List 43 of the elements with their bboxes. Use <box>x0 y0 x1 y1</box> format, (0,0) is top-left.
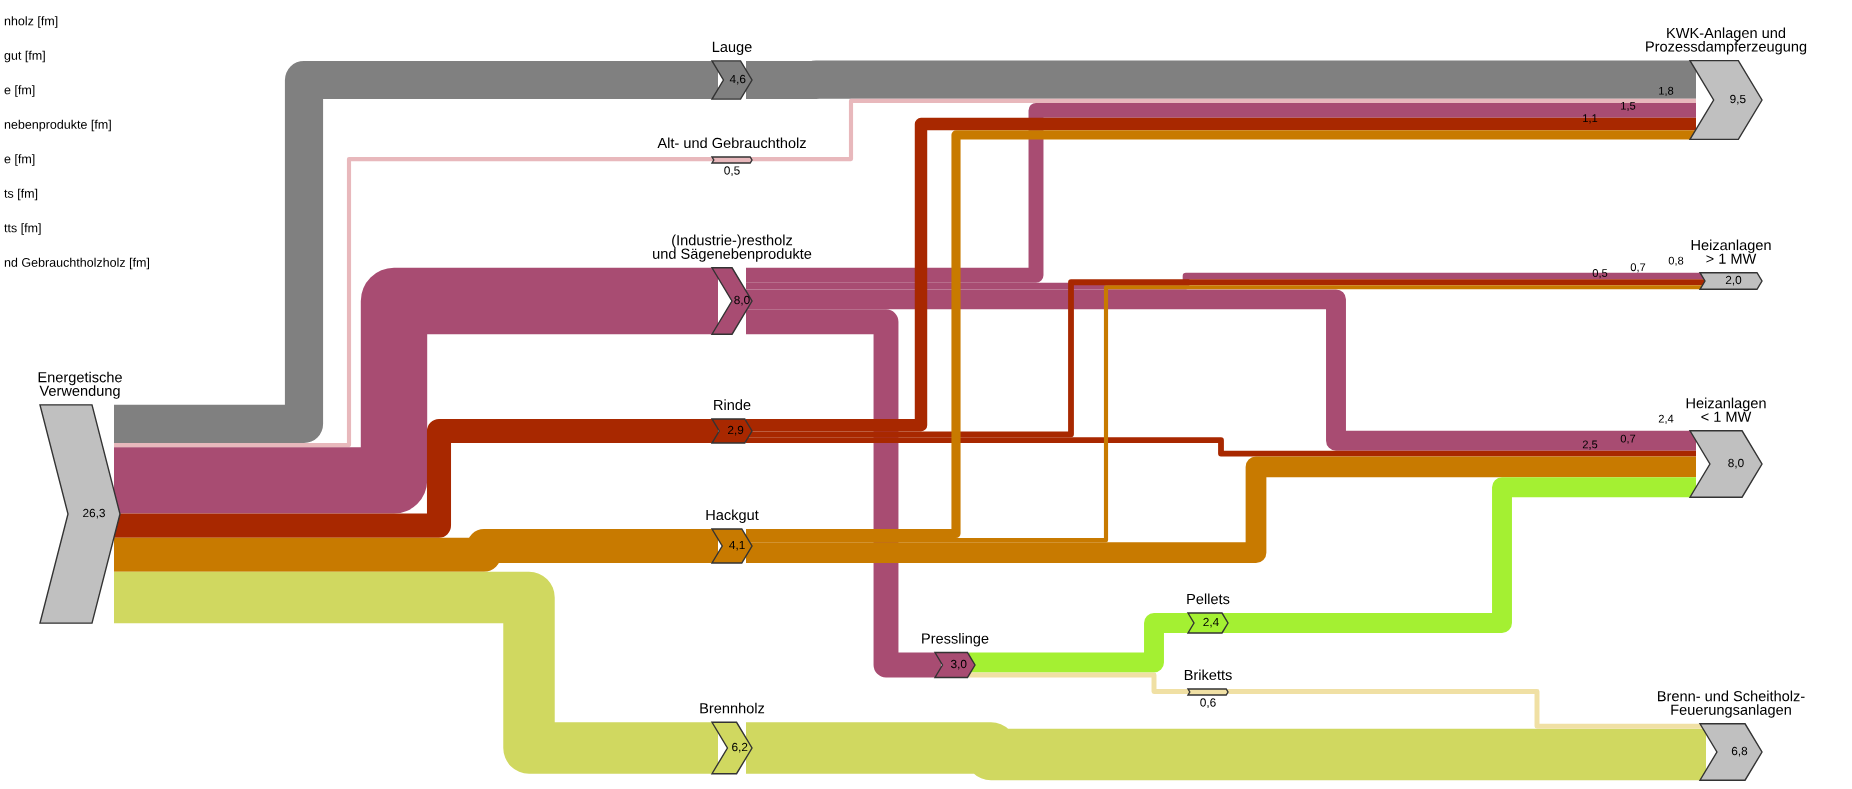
category-label: KWK-Anlagen und Prozessdampferzeugung <box>1646 27 1807 55</box>
data-label: 1,5 <box>1621 101 1636 111</box>
data-label: 2,4 <box>1203 617 1219 628</box>
category-label: Brenn- und Scheitholz- Feuerungsanlagen <box>1658 690 1805 718</box>
data-label: 4,6 <box>729 74 746 85</box>
text: nholz [fm] <box>4 16 58 28</box>
category-label: Alt- und Gebrauchtholz <box>657 137 806 149</box>
category-label: (Industrie-)restholz und Sägenebenprodukte <box>653 234 812 262</box>
data-label: 6,8 <box>1731 746 1748 757</box>
text: tts [fm] <box>4 223 41 235</box>
data-label: 8,0 <box>734 295 750 306</box>
category-label: Lauge <box>712 41 752 55</box>
data-label: 0,7 <box>1630 263 1646 273</box>
category-label: Heizanlagen > 1 MW <box>1691 239 1771 264</box>
text: e [fm] <box>4 154 35 166</box>
data-label: 0,6 <box>1200 698 1216 709</box>
category-label: Briketts <box>1184 669 1232 681</box>
data-label: 6,2 <box>732 742 748 753</box>
category-label: Hackgut <box>706 509 759 523</box>
category-label: Energetische Verwendung <box>38 371 122 399</box>
data-label: 1,8 <box>1659 86 1674 97</box>
text: gut [fm] <box>4 50 45 63</box>
category-label: Rinde <box>714 399 751 411</box>
text: nebenprodukte [fm] <box>4 119 111 132</box>
category-label: Heizanlagen < 1 MW <box>1686 397 1766 422</box>
data-label: 0,5 <box>724 166 740 177</box>
text: e [fm] <box>4 85 35 97</box>
data-label: 2,4 <box>1658 414 1674 424</box>
data-label: 4,1 <box>729 540 745 551</box>
data-label: 0,7 <box>1620 434 1636 444</box>
data-label: 8,0 <box>1728 458 1744 469</box>
data-label: 2,5 <box>1582 440 1598 450</box>
data-label: 26,3 <box>83 508 105 519</box>
category-label: Pellets <box>1187 593 1230 605</box>
text: nd Gebrauchtholzholz [fm] <box>4 257 150 270</box>
data-label: 0,8 <box>1668 256 1684 266</box>
category-label: Presslinge <box>922 632 989 647</box>
data-label: 3,0 <box>950 659 967 670</box>
data-label: 2,0 <box>1725 275 1742 286</box>
data-label: 2,9 <box>728 425 744 436</box>
text: ts [fm] <box>4 188 38 201</box>
category-label: Brennholz <box>700 702 765 714</box>
data-label: 9,5 <box>1730 94 1746 105</box>
